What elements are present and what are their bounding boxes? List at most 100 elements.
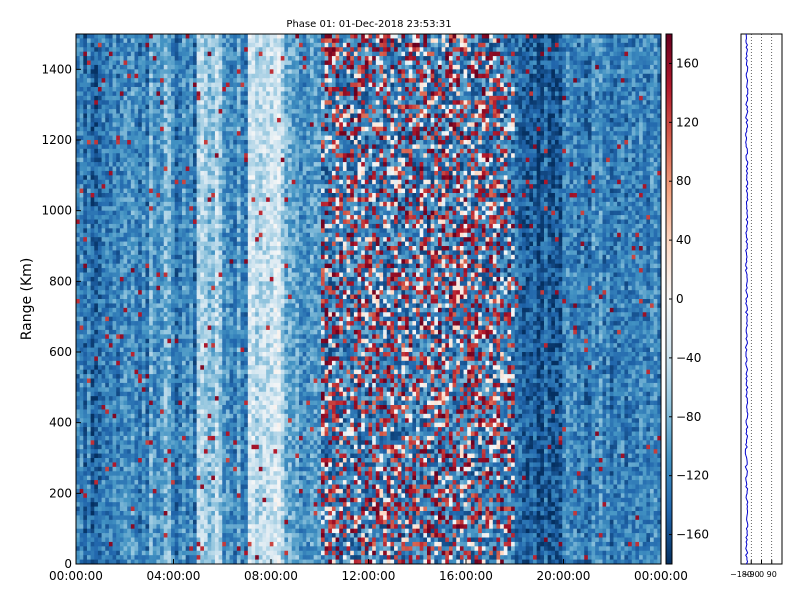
heatmap-cell xyxy=(108,316,113,322)
heatmap-cell xyxy=(189,73,194,79)
heatmap-cell xyxy=(116,290,121,295)
heatmap-cell xyxy=(193,303,198,309)
heatmap-cell xyxy=(171,82,176,88)
heatmap-cell xyxy=(105,347,110,353)
heatmap-cell xyxy=(127,95,132,101)
heatmap-cell xyxy=(145,334,150,340)
heatmap-cell xyxy=(141,382,146,388)
heatmap-cell xyxy=(101,391,106,397)
heatmap-cell xyxy=(160,488,165,494)
heatmap-cell xyxy=(196,64,201,70)
heatmap-cell xyxy=(156,166,161,172)
heatmap-cell xyxy=(218,109,223,114)
heatmap-cell xyxy=(79,148,84,154)
heatmap-cell xyxy=(218,391,223,397)
heatmap-cell xyxy=(149,95,154,101)
heatmap-cell xyxy=(90,144,95,150)
heatmap-cell xyxy=(152,60,157,66)
heatmap-cell xyxy=(127,471,132,477)
heatmap-cell xyxy=(101,360,106,366)
heatmap-cell xyxy=(152,329,157,335)
heatmap-cell xyxy=(138,113,143,119)
heatmap-cell xyxy=(119,113,124,119)
heatmap-cell xyxy=(145,290,150,295)
heatmap-cell xyxy=(86,135,92,141)
heatmap-cell xyxy=(123,396,128,401)
heatmap-cell xyxy=(211,122,216,128)
heatmap-cell xyxy=(178,157,183,163)
heatmap-cell xyxy=(178,334,183,340)
heatmap-cell xyxy=(185,316,190,322)
heatmap-cell xyxy=(127,466,132,472)
heatmap-cell xyxy=(203,352,209,357)
heatmap-cell xyxy=(152,400,157,406)
heatmap-cell xyxy=(182,475,187,481)
heatmap-cell xyxy=(108,223,113,229)
heatmap-cell xyxy=(116,303,121,309)
heatmap-cell xyxy=(174,117,179,123)
heatmap-cell xyxy=(83,422,88,428)
heatmap-cell xyxy=(76,272,81,278)
heatmap-cell xyxy=(108,299,113,304)
heatmap-cell xyxy=(94,228,99,234)
heatmap-cell xyxy=(207,475,212,481)
heatmap-cell xyxy=(160,480,165,485)
heatmap-cell xyxy=(76,100,81,106)
heatmap-cell xyxy=(185,444,190,450)
heatmap-cell xyxy=(211,47,216,53)
heatmap-cell xyxy=(174,391,179,397)
heatmap-cell xyxy=(112,276,117,282)
heatmap-cell xyxy=(134,100,139,106)
heatmap-cell xyxy=(86,268,92,273)
heatmap-cell xyxy=(101,197,106,203)
heatmap-cell xyxy=(167,555,172,560)
heatmap-cell xyxy=(138,343,143,348)
heatmap-cell xyxy=(225,281,230,287)
heatmap-cell xyxy=(182,241,187,247)
heatmap-cell xyxy=(134,405,139,410)
heatmap-cell xyxy=(218,162,223,167)
heatmap-cell xyxy=(225,263,230,269)
heatmap-cell xyxy=(160,413,165,419)
heatmap-cell xyxy=(152,47,157,53)
heatmap-cell xyxy=(149,294,154,300)
heatmap-cell xyxy=(222,413,227,419)
heatmap-cell xyxy=(160,82,165,88)
heatmap-cell xyxy=(119,144,124,150)
heatmap-cell xyxy=(130,458,135,463)
heatmap-cell xyxy=(200,237,205,242)
heatmap-cell xyxy=(203,519,209,525)
heatmap-cell xyxy=(178,387,183,393)
heatmap-cell xyxy=(207,555,212,560)
heatmap-cell xyxy=(171,325,176,331)
heatmap-cell xyxy=(152,369,157,375)
heatmap-cell xyxy=(182,201,187,207)
heatmap-cell xyxy=(160,237,165,242)
heatmap-cell xyxy=(214,210,219,216)
heatmap-cell xyxy=(152,179,157,185)
heatmap-cell xyxy=(167,427,172,432)
heatmap-cell xyxy=(127,144,132,150)
heatmap-cell xyxy=(152,391,157,397)
heatmap-cell xyxy=(101,290,106,295)
heatmap-cell xyxy=(171,537,176,543)
heatmap-cell xyxy=(218,250,223,256)
heatmap-cell xyxy=(171,480,176,485)
heatmap-cell xyxy=(90,338,95,344)
heatmap-cell xyxy=(189,422,194,428)
heatmap-cell xyxy=(138,356,143,362)
heatmap-cell xyxy=(94,263,99,269)
heatmap-cell xyxy=(79,250,84,256)
heatmap-cell xyxy=(200,307,205,313)
heatmap-cell xyxy=(214,334,219,340)
heatmap-cell xyxy=(185,184,190,189)
heatmap-cell xyxy=(105,206,110,212)
heatmap-cell xyxy=(163,228,168,234)
heatmap-cell xyxy=(83,405,88,410)
heatmap-cell xyxy=(203,387,209,393)
heatmap-cell xyxy=(182,449,187,454)
heatmap-cell xyxy=(203,484,209,490)
heatmap-cell xyxy=(119,307,124,313)
heatmap-cell xyxy=(200,382,205,388)
heatmap-cell xyxy=(119,475,124,481)
